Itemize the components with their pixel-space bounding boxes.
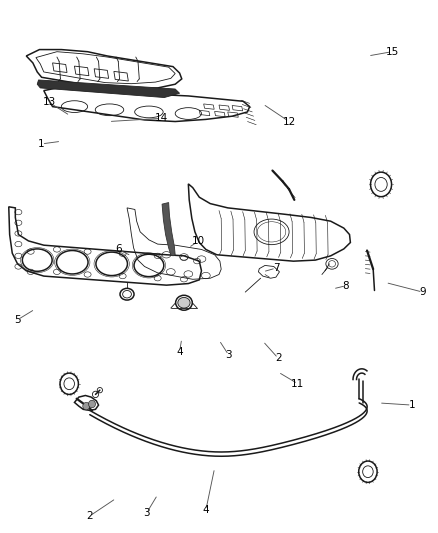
Ellipse shape [83,402,90,410]
Polygon shape [162,203,175,256]
Text: 12: 12 [283,117,296,126]
Text: 13: 13 [42,98,56,107]
Text: 1: 1 [408,400,415,410]
Ellipse shape [88,400,95,408]
Text: 1: 1 [38,139,45,149]
Text: 6: 6 [115,245,122,254]
Text: 15: 15 [385,47,399,56]
Text: 5: 5 [14,315,21,325]
Text: 2: 2 [275,353,282,363]
Text: 11: 11 [291,379,304,389]
Text: 3: 3 [225,350,232,360]
Text: 7: 7 [272,263,279,273]
Text: 3: 3 [143,508,150,518]
Text: 14: 14 [155,114,168,123]
Polygon shape [37,80,180,98]
Text: 10: 10 [191,237,205,246]
Text: 9: 9 [419,287,426,297]
Text: 4: 4 [202,505,209,515]
Text: 8: 8 [343,281,350,290]
Ellipse shape [178,297,190,308]
Text: 4: 4 [176,347,183,357]
Text: 2: 2 [86,511,93,521]
